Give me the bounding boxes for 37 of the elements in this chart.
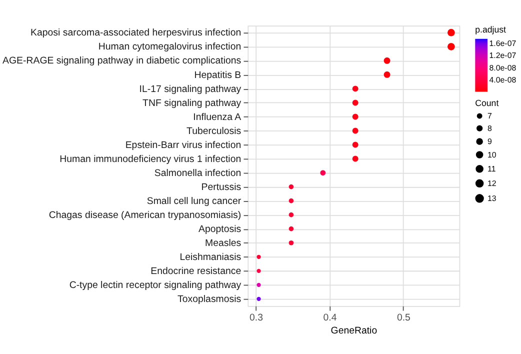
legend-label: 12: [488, 179, 496, 188]
color-bar-label: 1.2e-07: [489, 51, 516, 60]
y-tick-label: C-type lectin receptor signaling pathway: [69, 280, 242, 292]
y-tick-label: Leishmaniasis: [180, 252, 242, 263]
color-bar-label: 4.0e-08: [489, 76, 517, 85]
y-tick-label: Hepatitis B: [194, 70, 242, 81]
legend-label: 9: [488, 137, 492, 146]
x-tick-label: 0.3: [250, 312, 263, 324]
legend-label: 8: [488, 124, 492, 133]
y-tick-label: Influenza A: [193, 112, 242, 123]
y-tick-label: IL-17 signaling pathway: [139, 84, 242, 95]
y-tick-label: TNF signaling pathway: [142, 98, 242, 109]
legend-label: 11: [488, 164, 496, 174]
legend-label: 13: [488, 194, 497, 204]
color-bar-label: 8.0e-08: [489, 63, 517, 72]
y-tick-label: Tuberculosis: [186, 126, 242, 137]
x-axis-title: GeneRatio: [330, 326, 378, 337]
x-tick-label: 0.5: [396, 312, 410, 324]
y-tick-label: Epstein-Barr virus infection: [125, 140, 242, 151]
legend-label: 7: [488, 112, 492, 121]
y-tick-label: Salmonella infection: [154, 168, 242, 179]
x-tick-label: 0.4: [323, 312, 338, 324]
y-tick-label: Apoptosis: [198, 224, 242, 235]
color-bar-title: p.adjust: [475, 24, 507, 35]
y-tick-label: Toxoplasmosis: [178, 294, 242, 306]
legend-label: 10: [488, 150, 497, 160]
y-tick-label: Human immunodeficiency virus 1 infection: [60, 154, 242, 165]
y-tick-label: AGE-RAGE signaling pathway in diabetic complications: [2, 56, 242, 67]
y-tick-label: Measles: [205, 238, 242, 249]
y-tick-label: Kaposi sarcoma-associated herpesvirus infection: [30, 28, 242, 39]
y-tick-label: Chagas disease (American trypanosomiasis): [48, 210, 242, 221]
y-tick-label: Endocrine resistance: [150, 266, 242, 277]
y-tick-label: Pertussis: [201, 182, 242, 193]
y-tick-label: Small cell lung cancer: [146, 196, 242, 207]
y-tick-label: Human cytomegalovirus infection: [98, 42, 242, 53]
legend-title: Count: [475, 98, 500, 108]
color-bar-label: 1.6e-07: [489, 39, 516, 48]
